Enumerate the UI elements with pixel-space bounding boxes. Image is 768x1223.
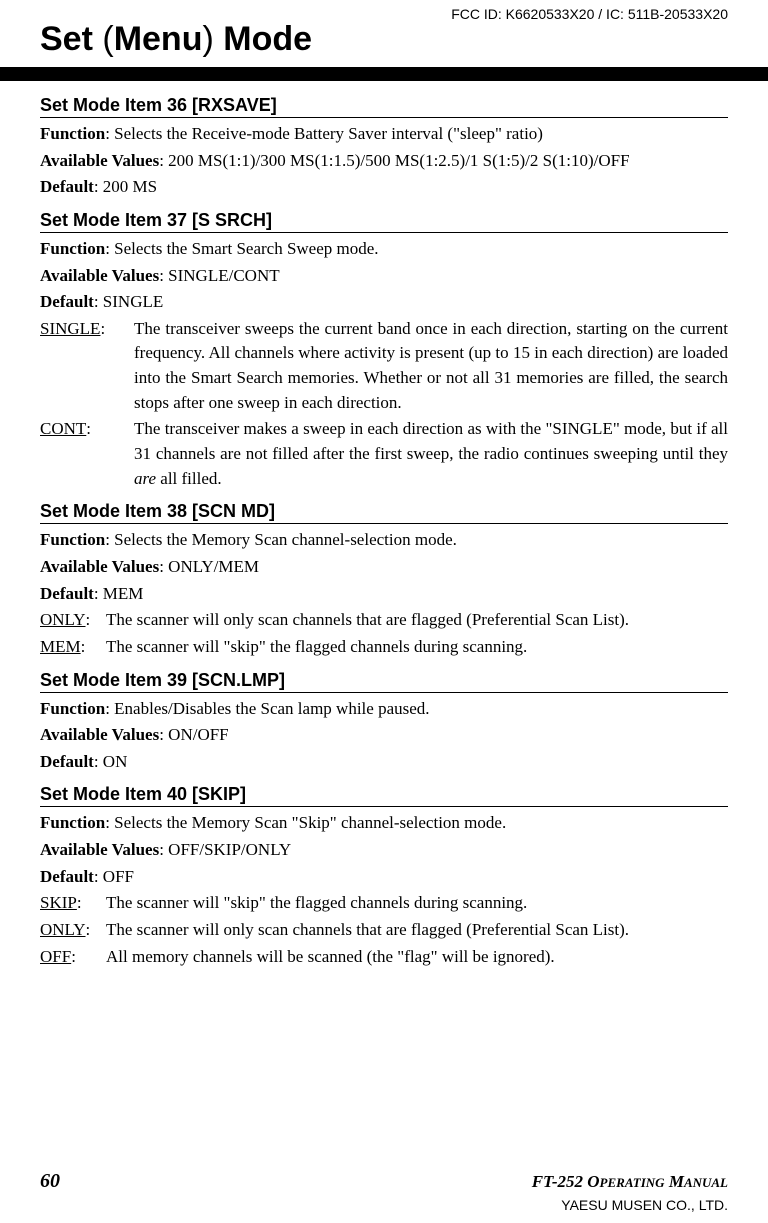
company-name: YAESU MUSEN CO., LTD.: [561, 1197, 728, 1213]
function-value: : Selects the Smart Search Sweep mode.: [105, 239, 378, 258]
colon: :: [100, 317, 105, 416]
cont-desc: The transceiver makes a sweep in each di…: [134, 417, 728, 491]
section-39-function: Function: Enables/Disables the Scan lamp…: [40, 697, 728, 722]
section-40-off-row: OFF: All memory channels will be scanned…: [40, 945, 728, 970]
section-39-header: Set Mode Item 39 [SCN.LMP]: [40, 670, 728, 693]
default-label: Default: [40, 752, 94, 771]
function-value: : Selects the Memory Scan channel-select…: [105, 530, 457, 549]
default-value: : OFF: [94, 867, 134, 886]
available-label: Available Values: [40, 151, 159, 170]
section-38-function: Function: Selects the Memory Scan channe…: [40, 528, 728, 553]
available-value: : ONLY/MEM: [159, 557, 259, 576]
cont-desc-b: all filled.: [156, 469, 222, 488]
section-36-default: Default: 200 MS: [40, 175, 728, 200]
function-label: Function: [40, 124, 105, 143]
available-label: Available Values: [40, 725, 159, 744]
section-38-available: Available Values: ONLY/MEM: [40, 555, 728, 580]
mem-term: MEM: [40, 635, 81, 660]
section-38-default: Default: MEM: [40, 582, 728, 607]
section-40-available: Available Values: OFF/SKIP/ONLY: [40, 838, 728, 863]
skip-desc: The scanner will "skip" the flagged chan…: [106, 891, 728, 916]
section-37-available: Available Values: SINGLE/CONT: [40, 264, 728, 289]
default-label: Default: [40, 292, 94, 311]
title-mode: Mode: [214, 20, 312, 58]
default-label: Default: [40, 177, 94, 196]
page-footer: 60 FT-252 OPERATING MANUAL: [40, 1170, 728, 1193]
cont-desc-em: are: [134, 469, 156, 488]
section-37-header: Set Mode Item 37 [S SRCH]: [40, 210, 728, 233]
title-paren-open: (: [102, 20, 113, 58]
available-label: Available Values: [40, 840, 159, 859]
function-label: Function: [40, 530, 105, 549]
section-37-function: Function: Selects the Smart Search Sweep…: [40, 237, 728, 262]
title-underline-bar: [0, 67, 768, 81]
function-value: : Enables/Disables the Scan lamp while p…: [105, 699, 429, 718]
only-term: ONLY: [40, 918, 86, 943]
section-37-single-row: SINGLE: The transceiver sweeps the curre…: [40, 317, 728, 416]
colon: :: [71, 945, 76, 970]
section-38-only-row: ONLY: The scanner will only scan channel…: [40, 608, 728, 633]
page-title: Set (Menu) Mode: [40, 20, 728, 59]
function-label: Function: [40, 813, 105, 832]
default-value: : SINGLE: [94, 292, 163, 311]
colon: :: [77, 891, 82, 916]
only-desc: The scanner will only scan channels that…: [106, 608, 728, 633]
available-value: : SINGLE/CONT: [159, 266, 279, 285]
default-value: : MEM: [94, 584, 144, 603]
available-label: Available Values: [40, 557, 159, 576]
section-40-header: Set Mode Item 40 [SKIP]: [40, 784, 728, 807]
title-menu: Menu: [114, 20, 203, 58]
available-value: : ON/OFF: [159, 725, 228, 744]
section-37-default: Default: SINGLE: [40, 290, 728, 315]
function-value: : Selects the Receive-mode Battery Saver…: [105, 124, 543, 143]
available-label: Available Values: [40, 266, 159, 285]
manual-title: FT-252 OPERATING MANUAL: [532, 1172, 728, 1192]
skip-term: SKIP: [40, 891, 77, 916]
default-value: : 200 MS: [94, 177, 157, 196]
function-label: Function: [40, 699, 105, 718]
section-39-default: Default: ON: [40, 750, 728, 775]
section-40-skip-row: SKIP: The scanner will "skip" the flagge…: [40, 891, 728, 916]
section-38-mem-row: MEM: The scanner will "skip" the flagged…: [40, 635, 728, 660]
section-36-header: Set Mode Item 36 [RXSAVE]: [40, 95, 728, 118]
cont-term: CONT: [40, 417, 86, 491]
default-label: Default: [40, 867, 94, 886]
section-40-default: Default: OFF: [40, 865, 728, 890]
cont-desc-a: The transceiver makes a sweep in each di…: [134, 419, 728, 463]
manual-d: ANUAL: [684, 1175, 728, 1190]
title-set: Set: [40, 20, 102, 58]
only-term: ONLY: [40, 608, 86, 633]
section-37-cont-row: CONT: The transceiver makes a sweep in e…: [40, 417, 728, 491]
single-term: SINGLE: [40, 317, 100, 416]
manual-a: FT-252 O: [532, 1172, 600, 1191]
colon: :: [81, 635, 86, 660]
section-36-available: Available Values: 200 MS(1:1)/300 MS(1:1…: [40, 149, 728, 174]
function-value: : Selects the Memory Scan "Skip" channel…: [105, 813, 506, 832]
colon: :: [86, 918, 91, 943]
section-38-header: Set Mode Item 38 [SCN MD]: [40, 501, 728, 524]
section-39-available: Available Values: ON/OFF: [40, 723, 728, 748]
function-label: Function: [40, 239, 105, 258]
manual-b: PERATING: [600, 1175, 665, 1190]
off-term: OFF: [40, 945, 71, 970]
section-36-function: Function: Selects the Receive-mode Batte…: [40, 122, 728, 147]
available-value: : OFF/SKIP/ONLY: [159, 840, 291, 859]
off-desc: All memory channels will be scanned (the…: [106, 945, 728, 970]
default-value: : ON: [94, 752, 128, 771]
available-value: : 200 MS(1:1)/300 MS(1:1.5)/500 MS(1:2.5…: [159, 151, 629, 170]
single-desc: The transceiver sweeps the current band …: [134, 317, 728, 416]
default-label: Default: [40, 584, 94, 603]
fcc-id-header: FCC ID: K6620533X20 / IC: 511B-20533X20: [40, 0, 728, 22]
page-number: 60: [40, 1170, 60, 1193]
title-paren-close: ): [202, 20, 213, 58]
mem-desc: The scanner will "skip" the flagged chan…: [106, 635, 728, 660]
section-40-only-row: ONLY: The scanner will only scan channel…: [40, 918, 728, 943]
only-desc: The scanner will only scan channels that…: [106, 918, 728, 943]
colon: :: [86, 608, 91, 633]
colon: :: [86, 417, 91, 491]
manual-c: M: [665, 1172, 684, 1191]
section-40-function: Function: Selects the Memory Scan "Skip"…: [40, 811, 728, 836]
